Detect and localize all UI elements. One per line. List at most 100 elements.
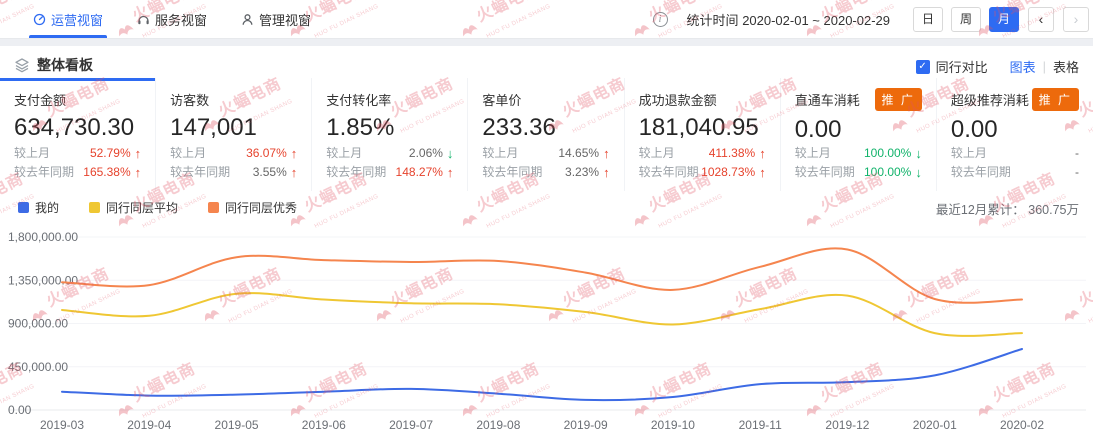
kpi-card-conversion-rate[interactable]: 支付转化率 1.85% 较上月 2.06% ↓ 较去年同期 148.27% ↑	[312, 78, 469, 191]
metric-percent: -	[1074, 165, 1079, 179]
up-arrow-icon: ↑	[446, 165, 454, 180]
metric-label: 较上月	[14, 146, 51, 160]
promote-badge[interactable]: 推 广	[874, 88, 922, 111]
card-title-row: 成功退款金额	[639, 90, 766, 109]
legend-label: 同行同层优秀	[225, 201, 298, 215]
metric-percent: 411.38%	[708, 146, 756, 160]
card-metrics: 较上月 - 较去年同期 -	[951, 144, 1079, 182]
metric-value: 52.79% ↑	[90, 144, 141, 163]
top-navbar: 运营视窗 服务视窗 管理视窗 i 统计时间 2020-02-01 ~ 2020-02…	[0, 0, 1093, 39]
up-arrow-icon: ↑	[290, 146, 298, 161]
card-metrics: 较上月 52.79% ↑ 较去年同期 165.38% ↑	[14, 144, 141, 182]
metric-label: 较去年同期	[482, 165, 543, 179]
card-metrics: 较上月 36.07% ↑ 较去年同期 3.55% ↑	[170, 144, 297, 182]
operations-view-icon	[33, 13, 46, 26]
card-metrics: 较上月 100.00% ↓ 较去年同期 100.00% ↓	[795, 144, 922, 182]
up-arrow-icon: ↑	[134, 165, 142, 180]
y-axis-tick: 1,350,000.00	[8, 273, 78, 287]
card-value: 634,730.30	[14, 114, 135, 141]
card-title: 超级推荐消耗	[950, 93, 1029, 108]
trend-chart-svg[interactable]: 1,800,000.00 1,350,000.00 900,000.00 450,00…	[0, 225, 1093, 440]
kpi-card-avg-order-value[interactable]: 客单价 233.36 较上月 14.65% ↑ 较去年同期 3.23% ↑	[468, 78, 625, 191]
metric-row: 较去年同期 100.00% ↓	[795, 163, 922, 182]
x-axis-tick: 2019-04	[127, 418, 171, 432]
y-axis-tick: 1,800,000.00	[8, 230, 78, 244]
metric-row: 较去年同期 1028.73% ↑	[639, 163, 766, 182]
card-title-row: 客单价	[482, 90, 609, 109]
metric-label: 较上月	[794, 146, 831, 160]
last-12-months-summary: 最近12月累计： 360.75万	[936, 199, 1079, 218]
view-chart-link[interactable]: 图表	[1009, 60, 1036, 75]
promote-badge[interactable]: 推 广	[1031, 88, 1079, 111]
kpi-card-ztc-cost[interactable]: 直通车消耗推 广 0.00 较上月 100.00% ↓ 较去年同期 100.00% ↓	[780, 78, 937, 191]
prev-period-button[interactable]: ‹	[1028, 6, 1054, 32]
card-value: 233.36	[482, 114, 556, 141]
stat-time: 统计时间 2020-02-01 ~ 2020-02-29	[687, 10, 890, 29]
info-circle-icon[interactable]: i	[652, 11, 668, 27]
tab-label: 运营视窗	[51, 12, 104, 28]
view-separator: |	[1042, 59, 1046, 74]
y-axis-tick: 450,000.00	[8, 360, 68, 374]
legend-item-mine[interactable]: 我的	[18, 199, 59, 216]
legend-item-peer-top[interactable]: 同行同层优秀	[208, 199, 297, 216]
metric-row: 较去年同期 165.38% ↑	[14, 163, 141, 182]
card-metrics: 较上月 2.06% ↓ 较去年同期 148.27% ↑	[326, 144, 453, 182]
peer-compare-checkbox[interactable]: ✓	[915, 59, 930, 74]
stat-time-range: 2020-02-01 ~ 2020-02-29	[742, 12, 890, 28]
metric-percent: 36.07%	[246, 146, 287, 160]
legend-item-peer-avg[interactable]: 同行同层平均	[89, 199, 178, 216]
up-arrow-icon: ↑	[603, 165, 610, 180]
metric-row: 较去年同期 3.23% ↑	[482, 163, 609, 182]
tab-label: 服务视窗	[155, 12, 208, 28]
trend-chart[interactable]: 1,800,000.00 1,350,000.00 900,000.00 450,00…	[0, 225, 1093, 440]
metric-percent: 100.00%	[863, 165, 912, 179]
period-button-week[interactable]: 周	[951, 6, 981, 32]
metric-label: 较上月	[326, 146, 363, 160]
metric-percent: 3.23%	[565, 165, 600, 179]
metric-label: 较去年同期	[326, 165, 387, 179]
metric-value: 3.23% ↑	[565, 163, 610, 182]
metric-percent: 148.27%	[395, 165, 443, 179]
metric-percent: -	[1074, 146, 1079, 160]
tab-management[interactable]: 管理视窗	[241, 0, 311, 38]
x-axis-tick: 2019-12	[825, 418, 869, 432]
layers-icon	[14, 57, 30, 73]
kpi-card-super-rec-cost[interactable]: 超级推荐消耗推 广 0.00 较上月 - 较去年同期 -	[936, 78, 1093, 191]
next-period-button[interactable]: ›	[1063, 6, 1089, 32]
kpi-card-pay-amount[interactable]: 支付金额 634,730.30 较上月 52.79% ↑ 较去年同期 165.38% ↑	[0, 78, 157, 191]
tab-operations[interactable]: 运营视窗	[28, 0, 108, 38]
metric-row: 较上月 100.00% ↓	[795, 144, 922, 163]
metric-value: 2.06% ↓	[409, 144, 454, 163]
metric-value: 3.55% ↑	[253, 163, 298, 182]
series-line-mine	[61, 348, 1023, 402]
metric-percent: 1028.73%	[701, 165, 756, 179]
metric-value: 1028.73% ↑	[701, 163, 766, 182]
period-button-month[interactable]: 月	[989, 6, 1019, 32]
kpi-card-refund-amount[interactable]: 成功退款金额 181,040.95 较上月 411.38% ↑ 较去年同期 1028.73%…	[624, 78, 781, 191]
nav-right-tools: i 统计时间 2020-02-01 ~ 2020-02-29 日周月 ‹ ›	[652, 0, 1093, 38]
card-title: 访客数	[170, 93, 210, 108]
metric-label: 较上月	[950, 146, 987, 160]
card-title: 支付转化率	[326, 93, 392, 108]
card-title: 直通车消耗	[794, 93, 860, 108]
legend-swatch	[18, 202, 29, 213]
kpi-card-visitors[interactable]: 访客数 147,001 较上月 36.07% ↑ 较去年同期 3.55% ↑	[156, 78, 313, 191]
y-axis-tick: 0.00	[8, 403, 32, 417]
board-title: 整体看板	[37, 57, 93, 73]
service-view-icon	[137, 13, 150, 26]
metric-value: 36.07% ↑	[246, 144, 297, 163]
up-arrow-icon: ↑	[290, 165, 298, 180]
up-arrow-icon: ↑	[134, 146, 142, 161]
tab-service[interactable]: 服务视窗	[137, 0, 207, 38]
kpi-card-row: 支付金额 634,730.30 较上月 52.79% ↑ 较去年同期 165.38% ↑ 访客数…	[0, 78, 1093, 191]
up-arrow-icon: ↑	[603, 146, 610, 161]
period-button-day[interactable]: 日	[913, 6, 943, 32]
up-arrow-icon: ↑	[759, 146, 766, 161]
metric-value: 14.65% ↑	[558, 144, 609, 163]
summary-value: 360.75万	[1028, 203, 1079, 217]
view-table-link[interactable]: 表格	[1052, 60, 1079, 75]
metric-label: 较去年同期	[638, 165, 699, 179]
metric-value: 411.38% ↑	[709, 144, 766, 163]
y-axis-tick: 900,000.00	[8, 317, 68, 331]
down-arrow-icon: ↓	[915, 165, 922, 180]
